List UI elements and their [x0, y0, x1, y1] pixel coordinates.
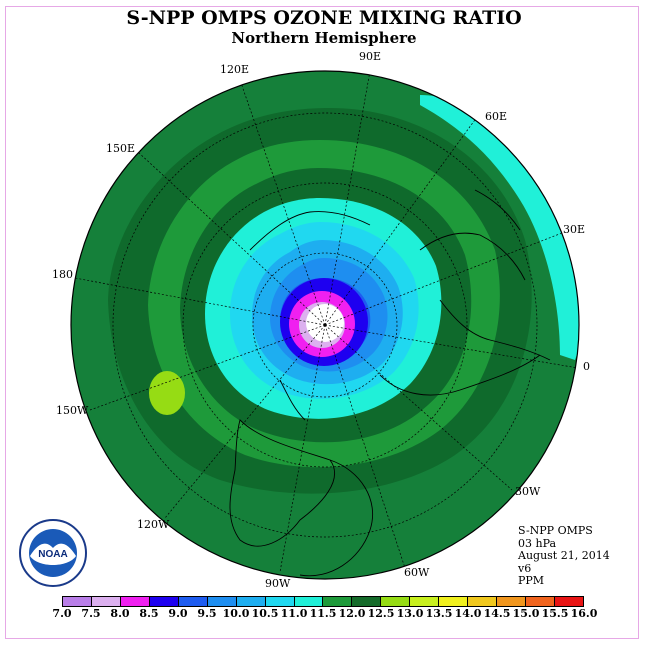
lon-label-0: 0 — [583, 360, 590, 373]
info-date: August 21, 2014 — [518, 549, 610, 562]
lon-label-180: 180 — [52, 268, 73, 281]
info-instrument: S-NPP OMPS — [518, 524, 593, 537]
colorbar-segment — [526, 597, 555, 606]
colorbar-segment — [381, 597, 411, 606]
colorbar-segment — [265, 597, 295, 606]
colorbar-tick-label: 7.5 — [81, 607, 101, 620]
lon-label-90e: 90E — [359, 50, 382, 63]
colorbar-tick-label: 12.5 — [367, 607, 395, 620]
colorbar-segment — [497, 597, 526, 606]
noaa-logo-text: NOAA — [38, 549, 67, 560]
colorbar-segment — [207, 597, 237, 606]
colorbar — [62, 596, 584, 607]
colorbar-segment — [120, 597, 150, 606]
colorbar-tick-label: 11.5 — [309, 607, 337, 620]
colorbar-tick-label: 13.0 — [396, 607, 424, 620]
lon-label-60e: 60E — [485, 110, 508, 123]
colorbar-segment — [178, 597, 208, 606]
colorbar-ticks: 7.0 7.5 8.0 8.5 9.0 9.5 10.0 10.5 11.0 11.5 12.0 12… — [52, 607, 597, 621]
colorbar-tick-label: 9.0 — [168, 607, 188, 620]
info-level: 03 hPa — [518, 536, 557, 550]
lon-label-150w: 150W — [56, 404, 89, 417]
band-lime-patch — [149, 371, 185, 415]
colorbar-tick-label: 7.0 — [52, 607, 72, 620]
colorbar-tick-label: 14.0 — [454, 607, 482, 620]
colorbar-segment — [63, 597, 92, 606]
band-cyan-edge — [420, 95, 579, 360]
colorbar-segment — [91, 597, 121, 606]
colorbar-tick-label: 15.0 — [512, 607, 540, 620]
colorbar-tick-label: 13.5 — [425, 607, 453, 620]
noaa-logo: NOAA — [19, 519, 87, 587]
colorbar-tick-label: 15.5 — [541, 607, 569, 620]
colorbar-segment — [236, 597, 266, 606]
lon-label-60w: 60W — [404, 566, 430, 579]
lon-label-150e: 150E — [106, 142, 136, 155]
colorbar-tick-label: 9.5 — [197, 607, 217, 620]
info-units: PPM — [518, 574, 545, 587]
graticule — [74, 71, 579, 573]
colorbar-tick-label: 14.5 — [483, 607, 511, 620]
colorbar-segment — [294, 597, 324, 606]
info-version: v6 — [518, 561, 532, 575]
ozone-field — [71, 71, 579, 579]
colorbar-segment — [323, 597, 353, 606]
colorbar-tick-label: 10.0 — [222, 607, 250, 620]
info-panel: S-NPP OMPS 03 hPa August 21, 2014 v6 PPM — [518, 524, 610, 588]
colorbar-tick-label: 12.0 — [338, 607, 366, 620]
colorbar-tick-label: 8.5 — [139, 607, 159, 620]
map-boundary — [70, 70, 580, 580]
lon-label-120w: 120W — [137, 518, 170, 531]
map-subtitle: Northern Hemisphere — [231, 29, 417, 47]
colorbar-segment — [554, 597, 583, 606]
colorbar-segment — [149, 597, 179, 606]
colorbar-tick-label: 16.0 — [570, 607, 598, 620]
lon-label-30w: 30W — [515, 485, 541, 498]
lon-label-30e: 30E — [563, 223, 586, 236]
colorbar-segment — [468, 597, 498, 606]
coastlines — [229, 189, 551, 577]
colorbar-segment — [410, 597, 440, 606]
map-title: S-NPP OMPS OZONE MIXING RATIO — [126, 7, 522, 29]
colorbar-segment — [439, 597, 469, 606]
colorbar-tick-label: 8.0 — [110, 607, 130, 620]
figure-frame — [5, 6, 639, 639]
lon-label-90w: 90W — [265, 577, 291, 590]
lon-label-120e: 120E — [220, 63, 250, 76]
colorbar-tick-label: 11.0 — [280, 607, 308, 620]
colorbar-tick-label: 10.5 — [251, 607, 279, 620]
colorbar-segment — [352, 597, 382, 606]
